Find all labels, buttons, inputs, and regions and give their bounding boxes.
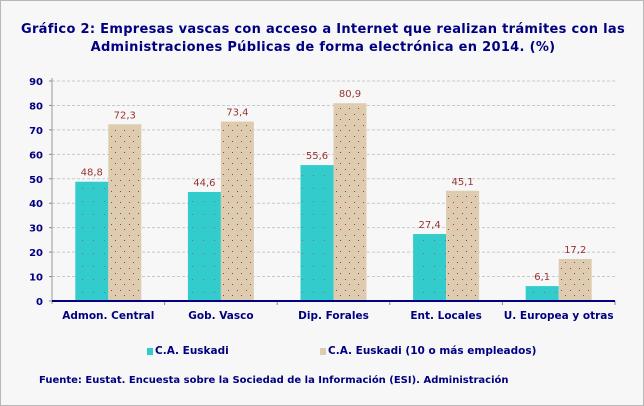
data-label: 48,8 [81,168,103,179]
bar-pattern [220,123,254,301]
data-label: 27,4 [418,220,440,231]
data-label: 55,6 [306,151,328,162]
bar-pattern [187,193,221,301]
chart-title: Gráfico 2: Empresas vascas con acceso a … [1,21,643,57]
legend-item-euskadi-10: C.A. Euskadi (10 o más empleados) [320,345,536,357]
source-note: Fuente: Eustat. Encuesta sobre la Socied… [39,375,509,386]
bar-pattern [558,260,592,301]
x-tick-label: Ent. Locales [410,310,482,322]
x-tick-label: Gob. Vasco [188,310,253,322]
legend-swatch [147,347,153,355]
y-tick-label: 50 [29,175,43,186]
y-tick-label: 10 [29,273,43,284]
legend-swatch [320,347,326,355]
y-tick-label: 30 [29,224,43,235]
data-label: 73,4 [226,108,248,119]
y-tick-label: 90 [29,77,43,88]
x-tick-label: U. Europea y otras [504,310,614,322]
bar-pattern [108,126,142,302]
legend-label: C.A. Euskadi [155,345,229,357]
bar-pattern [413,236,447,301]
bar-pattern [300,167,334,301]
bar-pattern [525,288,559,301]
data-label: 44,6 [193,178,215,189]
legend-label: C.A. Euskadi (10 o más empleados) [328,345,537,357]
bar-pattern [446,192,480,301]
bar-pattern [75,183,109,301]
y-tick-label: 20 [29,248,43,259]
y-tick-label: 40 [29,199,43,210]
data-label: 45,1 [451,177,473,188]
x-tick-label: Admon. Central [62,310,154,322]
title-line-2: Administraciones Públicas de forma elect… [90,40,556,55]
y-tick-label: 0 [36,297,43,308]
bar-pattern [333,105,367,301]
legend-item-euskadi: C.A. Euskadi [147,345,229,357]
y-tick-label: 70 [29,126,43,137]
x-tick-label: Dip. Forales [298,310,369,322]
data-label: 6,1 [534,272,550,283]
data-label: 17,2 [564,245,586,256]
y-tick-label: 60 [29,150,43,161]
title-line-1: Gráfico 2: Empresas vascas con acceso a … [20,22,626,37]
data-label: 72,3 [114,110,136,121]
data-label: 80,9 [339,89,361,100]
y-tick-label: 80 [29,101,43,112]
